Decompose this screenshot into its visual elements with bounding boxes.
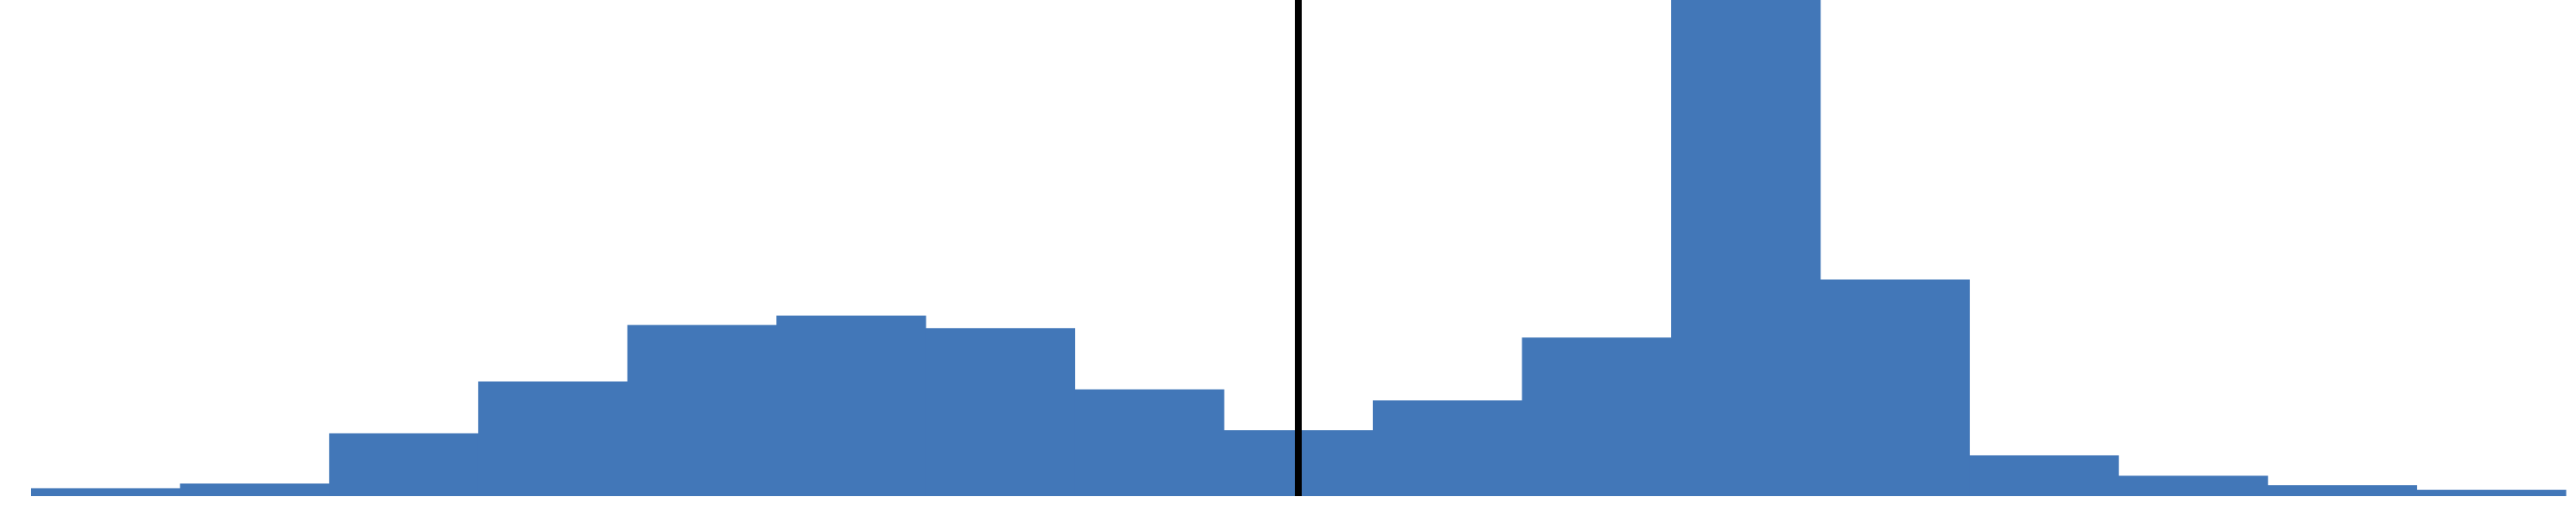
bars-layer [31, 0, 2567, 496]
histogram-bar-4 [477, 381, 629, 496]
histogram-bar-16 [2267, 485, 2417, 496]
histogram-bar-7 [925, 328, 1076, 496]
histogram-bar-15 [2118, 476, 2269, 496]
histogram-bar-8 [1074, 389, 1224, 496]
histogram-bar-11 [1522, 337, 1672, 496]
histogram-bar-1 [31, 488, 181, 496]
histogram-bar-14 [1969, 455, 2119, 496]
histogram-bar-13 [1820, 279, 1971, 496]
histogram-bar-6 [776, 315, 927, 496]
histogram-bar-12 [1671, 0, 1821, 496]
histogram-bar-3 [329, 433, 479, 496]
histogram-bar-2 [179, 483, 330, 496]
histogram-bar-17 [2416, 489, 2567, 496]
histogram-bar-10 [1372, 400, 1523, 496]
histogram-bar-5 [627, 324, 777, 496]
